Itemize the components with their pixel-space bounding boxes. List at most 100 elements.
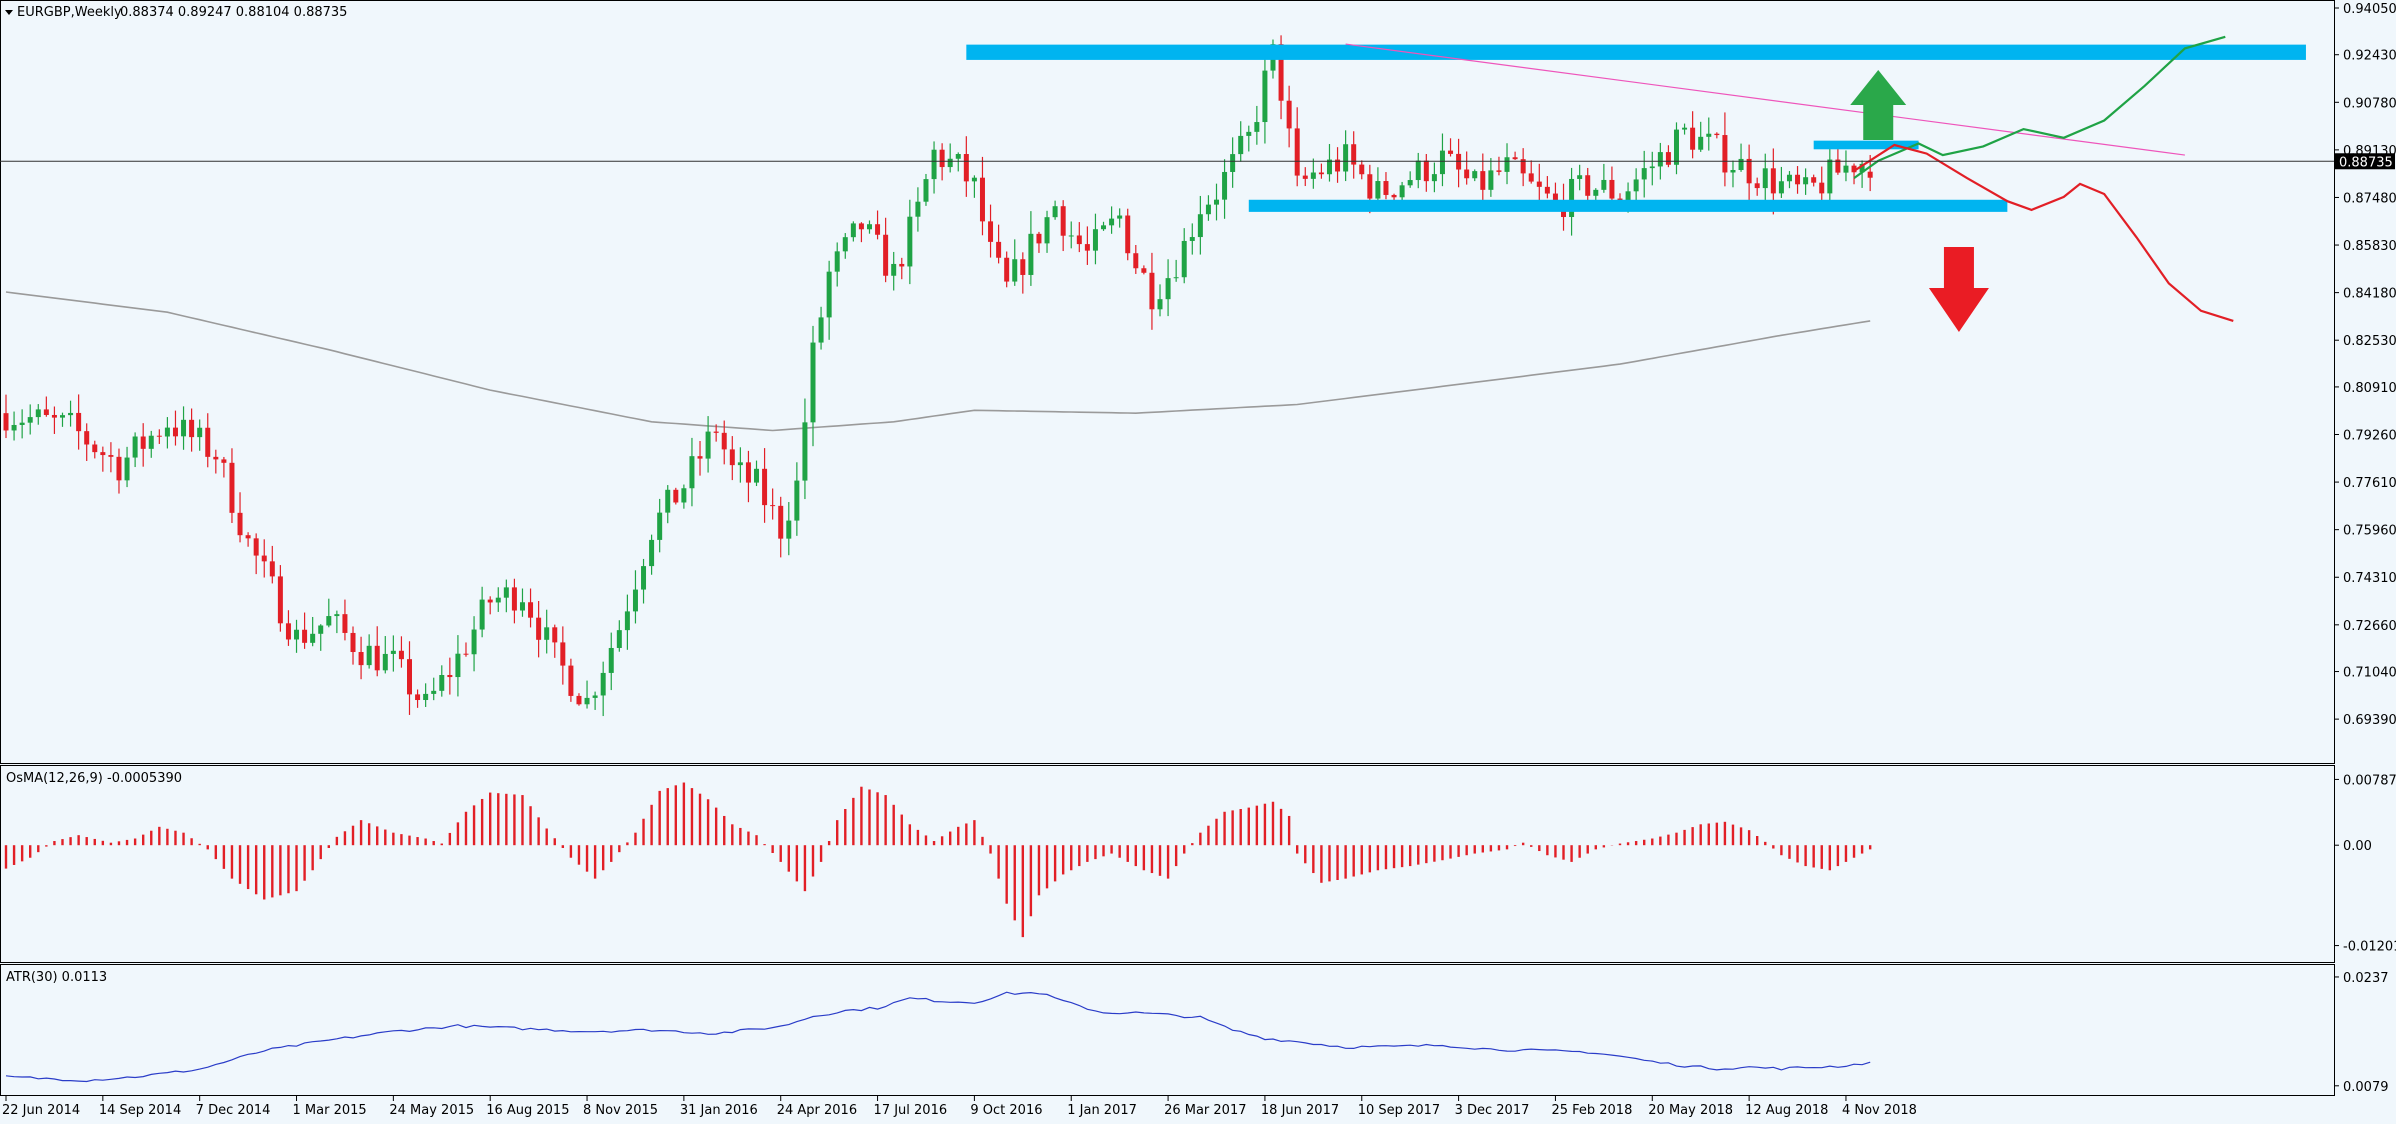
- date-tick-label: 10 Sep 2017: [1358, 1103, 1440, 1118]
- candle-body: [544, 627, 550, 640]
- candle-body: [1157, 299, 1163, 310]
- candle-body: [350, 632, 356, 653]
- short-resistance-zone: [1813, 140, 1919, 150]
- candle-body: [1060, 206, 1066, 236]
- candle-body: [407, 659, 412, 695]
- candle-body: [600, 672, 606, 696]
- candle-body: [1302, 175, 1308, 179]
- time-axis: 22 Jun 2014 14 Sep 2014 7 Dec 2014 1 Mar 20…: [2, 1096, 1917, 1118]
- candle-body: [915, 201, 921, 217]
- candle-body: [641, 566, 647, 590]
- candle-body: [471, 629, 477, 655]
- up-arrow-icon: [1850, 70, 1907, 140]
- candle-body: [221, 459, 227, 463]
- candle-body: [1706, 133, 1712, 137]
- candle-body: [1803, 177, 1809, 185]
- candle-body: [1052, 206, 1058, 218]
- candle-body: [1149, 272, 1155, 310]
- candle-body: [665, 489, 671, 513]
- candle-body: [1480, 171, 1486, 190]
- descending-trendline: [1345, 43, 2185, 156]
- panel-frames: [0, 0, 2335, 1096]
- candle-body: [1310, 172, 1316, 179]
- candle-body: [1730, 170, 1736, 173]
- candle-body: [1795, 174, 1801, 185]
- candle-body: [519, 602, 525, 611]
- candle-body: [1488, 170, 1494, 190]
- candle-body: [1657, 152, 1663, 167]
- candle-body: [148, 435, 154, 449]
- candle-body: [939, 149, 945, 168]
- candle-body: [1101, 225, 1107, 230]
- candle-body: [1012, 259, 1018, 282]
- candle-body: [431, 690, 437, 694]
- candle-body: [729, 449, 735, 466]
- candle-body: [1448, 150, 1454, 154]
- candle-body: [834, 251, 840, 272]
- candle-body: [1133, 253, 1139, 269]
- candle-body: [657, 512, 663, 540]
- candle-body: [673, 489, 679, 503]
- candle-body: [1415, 160, 1421, 181]
- candle-body: [1165, 278, 1171, 300]
- candle-body: [737, 462, 743, 466]
- candle-body: [1036, 233, 1042, 244]
- candle-body: [1770, 168, 1776, 194]
- candle-body: [891, 263, 897, 276]
- candle-body: [479, 599, 485, 630]
- date-tick-label: 24 May 2015: [389, 1103, 474, 1118]
- candle-body: [608, 647, 614, 673]
- candle-body: [1173, 277, 1179, 279]
- candle-body: [1512, 157, 1518, 160]
- candle-body: [963, 154, 969, 182]
- candle-body: [294, 629, 300, 640]
- candle-body: [415, 694, 421, 701]
- candle-body: [1205, 204, 1211, 215]
- candle-body: [786, 520, 792, 539]
- price-panel-frame: [0, 0, 2335, 764]
- candle-body: [1109, 218, 1115, 226]
- date-tick-label: 14 Sep 2014: [99, 1103, 181, 1118]
- dropdown-triangle-icon[interactable]: [5, 10, 13, 15]
- candle-body: [318, 625, 324, 634]
- candle-body: [802, 422, 808, 481]
- candle-body: [681, 488, 687, 503]
- candle-body: [35, 409, 41, 418]
- candle-body: [632, 589, 638, 612]
- date-tick-label: 18 Jun 2017: [1261, 1103, 1339, 1118]
- candle-body: [100, 452, 106, 456]
- candle-body: [1214, 199, 1219, 205]
- date-tick-label: 8 Nov 2015: [583, 1103, 658, 1118]
- candle-body: [713, 431, 719, 433]
- candle-body: [1044, 217, 1050, 244]
- candle-body: [1335, 159, 1341, 172]
- moving-average-layer: [5, 291, 1871, 432]
- candle-body: [1367, 174, 1373, 199]
- candle-body: [1536, 181, 1542, 187]
- candle-body: [366, 645, 372, 666]
- candle-body: [172, 427, 178, 437]
- candle-body: [27, 417, 33, 423]
- candle-body: [1843, 165, 1849, 173]
- candle-body: [92, 444, 98, 453]
- candle-body: [51, 414, 57, 418]
- candle-body: [955, 154, 961, 159]
- date-tick-label: 16 Aug 2015: [486, 1103, 569, 1118]
- candle-body: [439, 674, 445, 691]
- candle-body: [1496, 170, 1502, 172]
- osma-tick-label: 0.007872: [2343, 773, 2396, 788]
- bullish-projection-path: [1853, 35, 2226, 179]
- candle-body: [1286, 100, 1292, 129]
- candle-body: [1020, 259, 1026, 275]
- bearish-projection-path: [1853, 143, 2234, 322]
- candle-body: [754, 468, 760, 483]
- resistance-zone: [966, 44, 2306, 60]
- candle-body: [907, 216, 913, 267]
- candle-body: [875, 224, 881, 235]
- candle-body: [108, 455, 114, 457]
- candle-body: [1383, 181, 1389, 195]
- candle-body: [253, 538, 259, 556]
- atr-line: [5, 991, 1871, 1083]
- candle-body: [794, 480, 800, 521]
